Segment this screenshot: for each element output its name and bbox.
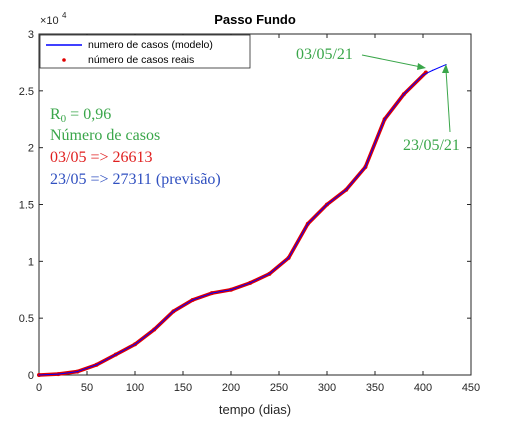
annotation-text: R0 = 0,96 Número de casos 03/05 => 26613… [50, 106, 221, 188]
x-tick-label: 150 [174, 382, 192, 394]
arrow-annotations: 03/05/21 23/05/21 [296, 46, 460, 154]
x-axis: 0 50 100 150 200 250 300 350 400 450 [36, 34, 480, 394]
arrow-2305-label: 23/05/21 [403, 137, 460, 154]
x-axis-label: tempo (dias) [219, 402, 291, 417]
series-layer [37, 63, 447, 377]
y-exponent-base: ×10 [40, 15, 59, 27]
y-exponent-power: 4 [62, 11, 67, 20]
arrow-2305-head [442, 64, 449, 73]
arrow-2305-line [445, 69, 451, 133]
cases-2305-annotation: 23/05 => 27311 (previsão) [50, 171, 221, 188]
model-cases-point [211, 292, 213, 294]
y-tick-label: 2.5 [19, 86, 34, 98]
model-cases-point [364, 166, 366, 168]
x-tick-label: 200 [222, 382, 240, 394]
model-cases-point [76, 370, 78, 373]
model-cases-point [192, 299, 194, 301]
x-tick-label: 300 [318, 382, 336, 394]
model-cases-point [288, 257, 290, 259]
arrow-0305-head [417, 63, 426, 70]
model-cases-point [230, 289, 232, 291]
model-cases-point [153, 328, 155, 331]
x-tick-label: 250 [270, 382, 288, 394]
model-cases-point [172, 310, 174, 312]
r0-annotation: R0 = 0,96 [50, 106, 111, 125]
legend-box [39, 34, 251, 69]
model-cases-point [422, 74, 424, 76]
model-cases-point [384, 118, 386, 120]
model-cases-point [115, 353, 117, 356]
x-tick-label: 100 [126, 382, 144, 394]
legend-model-label: numero de casos (modelo) [88, 39, 213, 51]
legend: numero de casos (modelo) número de casos… [39, 34, 251, 69]
model-cases-point [326, 203, 328, 206]
x-tick-label: 350 [366, 382, 384, 394]
model-cases-point [432, 69, 434, 71]
y-tick-label: 0 [28, 370, 34, 382]
y-tick-label: 0.5 [19, 313, 34, 325]
chart-title: Passo Fundo [214, 12, 296, 27]
model-cases-point [268, 273, 270, 275]
model-cases-point [249, 282, 251, 284]
y-axis: 0 0.5 1 1.5 2 2.5 3 [19, 29, 471, 382]
y-tick-label: 1.5 [19, 200, 34, 212]
model-cases-point [96, 364, 98, 366]
model-cases-point [134, 343, 136, 345]
cases-title-annotation: Número de casos [50, 127, 160, 144]
y-tick-label: 1 [28, 256, 34, 268]
x-tick-label: 0 [36, 382, 42, 394]
model-cases-point [307, 223, 309, 225]
model-cases-point [403, 93, 405, 95]
legend-real-swatch [62, 58, 66, 62]
arrow-0305-line [361, 54, 422, 68]
model-cases-point [345, 189, 347, 191]
legend-real-label: número de casos reais [88, 54, 194, 66]
cases-0305-annotation: 03/05 => 26613 [50, 149, 153, 166]
arrow-0305-label: 03/05/21 [296, 46, 353, 63]
x-tick-label: 50 [81, 382, 93, 394]
plot-area [38, 33, 472, 376]
x-tick-label: 400 [414, 382, 432, 394]
model-cases-point [38, 374, 40, 376]
y-exponent: ×10 4 [40, 11, 67, 27]
y-tick-label: 2 [28, 143, 34, 155]
model-cases-point [57, 373, 59, 375]
y-tick-label: 3 [28, 29, 34, 41]
x-tick-label: 450 [462, 382, 480, 394]
